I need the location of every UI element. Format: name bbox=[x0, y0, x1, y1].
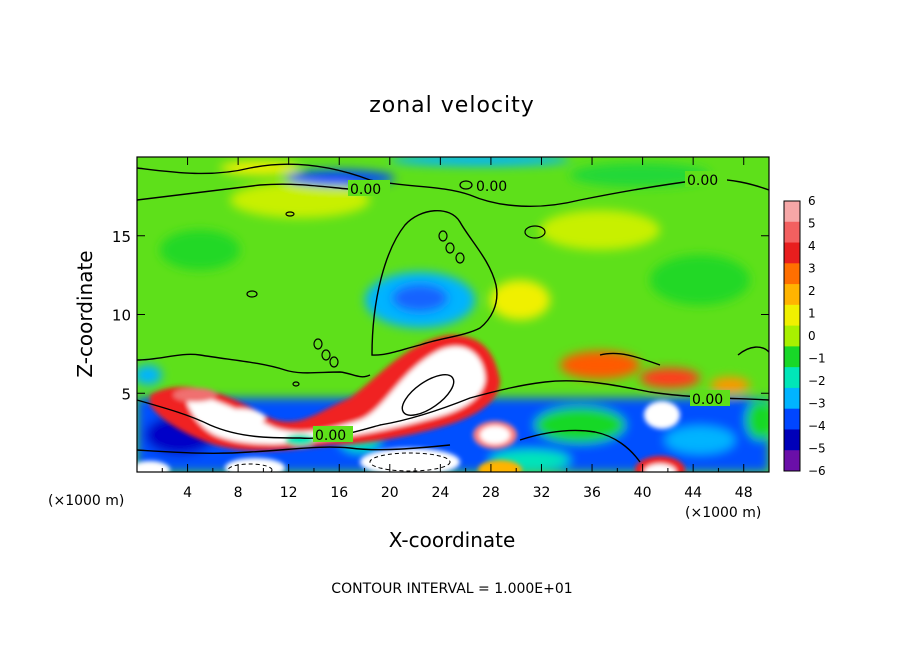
contour-label: 0.00 bbox=[476, 179, 507, 195]
colorbar-label: −1 bbox=[808, 352, 826, 366]
colorbar-label: −3 bbox=[808, 397, 826, 411]
colorbar-label: 6 bbox=[808, 194, 816, 208]
colorbar-swatch bbox=[784, 304, 800, 327]
y-tick-label: 5 bbox=[121, 385, 131, 403]
colorbar-label: 4 bbox=[808, 239, 816, 253]
colorbar-label: 1 bbox=[808, 307, 816, 321]
x-tick-label: 16 bbox=[330, 485, 348, 501]
y-axis-label: Z-coordinate bbox=[73, 250, 97, 377]
x-tick-label: 4 bbox=[183, 485, 192, 501]
colorbar-swatch bbox=[784, 367, 800, 389]
x-unit-left: (×1000 m) bbox=[48, 493, 124, 509]
colorbar-swatch bbox=[784, 429, 800, 451]
colorbar-label: −2 bbox=[808, 374, 826, 388]
colorbar-label: 2 bbox=[808, 284, 816, 298]
y-axis-ticks: 5 10 15 bbox=[112, 228, 769, 403]
colorbar-swatch bbox=[784, 284, 800, 306]
y-tick-label: 10 bbox=[112, 307, 131, 325]
colorbar-label: −6 bbox=[808, 464, 826, 478]
colorbar-swatch bbox=[784, 450, 800, 472]
colorbar-label: 5 bbox=[808, 217, 816, 231]
colorbar-label: 3 bbox=[808, 262, 816, 276]
contour-label: 0.00 bbox=[315, 428, 346, 444]
colorbar: 6 5 4 3 2 1 0 −1 −2 −3 −4 −5 −6 bbox=[783, 194, 826, 478]
colorbar-swatch bbox=[784, 201, 800, 223]
y-tick-label: 15 bbox=[112, 228, 131, 246]
x-tick-label: 28 bbox=[482, 485, 500, 501]
x-tick-label: 8 bbox=[234, 485, 243, 501]
x-axis-ticks: 4 8 12 16 20 24 28 32 36 40 44 48 bbox=[161, 157, 753, 501]
colorbar-swatch bbox=[784, 221, 800, 244]
colorbar-swatch bbox=[784, 408, 800, 430]
colorbar-swatch bbox=[784, 242, 800, 264]
colorbar-swatch bbox=[784, 325, 800, 347]
x-tick-label: 24 bbox=[431, 485, 449, 501]
x-tick-label: 36 bbox=[583, 485, 601, 501]
contour-label: 0.00 bbox=[687, 173, 718, 189]
x-tick-label: 48 bbox=[735, 485, 753, 501]
colorbar-frame bbox=[783, 200, 801, 472]
x-unit-right: (×1000 m) bbox=[685, 505, 761, 521]
velocity-field: 0.00 0.00 0.00 0.00 0.00 bbox=[137, 157, 769, 472]
x-tick-label: 12 bbox=[280, 485, 298, 501]
x-tick-label: 40 bbox=[634, 485, 652, 501]
colorbar-swatch bbox=[784, 263, 800, 285]
colorbar-label: −4 bbox=[808, 419, 826, 433]
x-tick-label: 32 bbox=[533, 485, 551, 501]
colorbar-label: −5 bbox=[808, 442, 826, 456]
contour-label: 0.00 bbox=[350, 182, 381, 198]
chart-title: zonal velocity bbox=[369, 93, 535, 118]
colorbar-swatch bbox=[784, 346, 800, 368]
contour-label-group: 0.00 0.00 0.00 0.00 0.00 bbox=[313, 171, 730, 444]
contour-interval-note: CONTOUR INTERVAL = 1.000E+01 bbox=[331, 581, 572, 597]
x-axis-label: X-coordinate bbox=[389, 528, 516, 552]
contour-label: 0.00 bbox=[692, 392, 723, 408]
x-tick-label: 44 bbox=[684, 485, 702, 501]
colorbar-label: 0 bbox=[808, 329, 816, 343]
x-tick-label: 20 bbox=[381, 485, 399, 501]
colorbar-swatch bbox=[784, 387, 800, 410]
